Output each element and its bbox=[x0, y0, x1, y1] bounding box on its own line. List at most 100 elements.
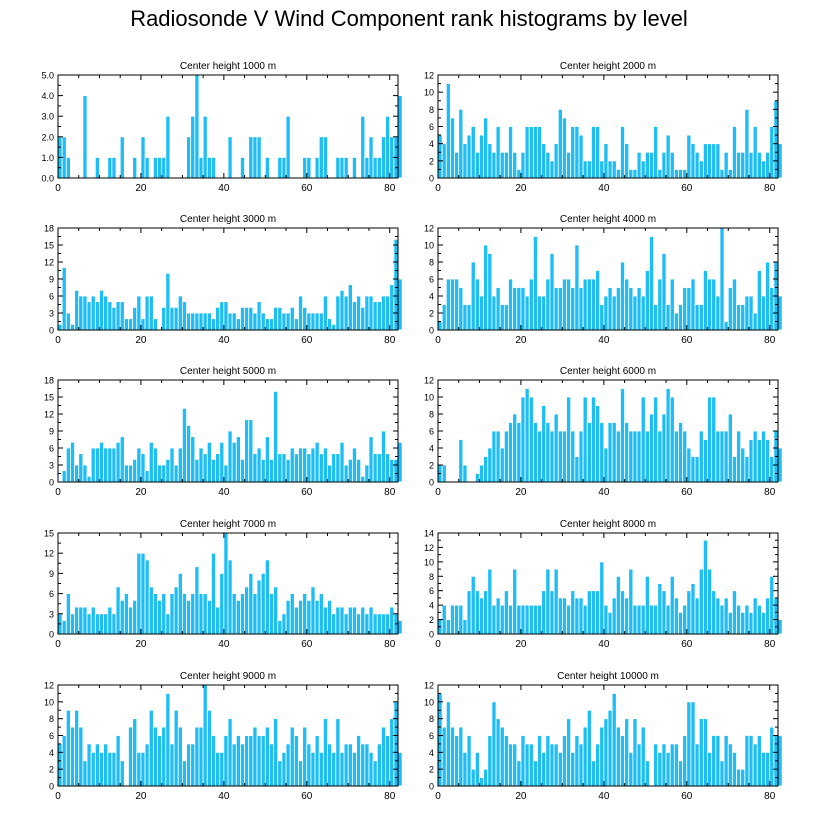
bar bbox=[264, 436, 270, 483]
y-tick-label: 18 bbox=[44, 376, 54, 386]
bar bbox=[215, 306, 221, 331]
bar bbox=[335, 156, 341, 179]
bar bbox=[240, 306, 245, 331]
x-tick-label: 60 bbox=[681, 335, 693, 346]
chart-title: Center height 5000 m bbox=[180, 366, 276, 377]
bar bbox=[136, 447, 142, 483]
bar bbox=[157, 156, 163, 179]
bar bbox=[686, 447, 692, 483]
bar bbox=[661, 743, 667, 787]
bar bbox=[499, 447, 505, 483]
bar bbox=[466, 304, 472, 331]
bar bbox=[620, 590, 625, 635]
bar bbox=[516, 287, 522, 331]
bar bbox=[615, 726, 621, 787]
x-tick-label: 80 bbox=[384, 639, 396, 650]
bar bbox=[368, 751, 374, 787]
bar bbox=[566, 278, 572, 331]
bar bbox=[269, 593, 275, 635]
bar bbox=[711, 396, 717, 483]
y-tick-label: 12 bbox=[44, 681, 54, 691]
bar bbox=[393, 238, 399, 331]
bar bbox=[152, 726, 158, 787]
bar bbox=[111, 751, 117, 787]
bar bbox=[322, 606, 328, 635]
bar bbox=[169, 447, 175, 483]
bar bbox=[669, 575, 675, 635]
bar bbox=[132, 599, 138, 635]
bar bbox=[649, 236, 655, 331]
bar bbox=[644, 760, 650, 787]
bar bbox=[437, 134, 443, 179]
bar bbox=[281, 312, 287, 331]
bar bbox=[244, 735, 250, 787]
bar bbox=[256, 301, 262, 331]
bar bbox=[119, 599, 125, 635]
bar bbox=[74, 606, 80, 635]
bar bbox=[310, 447, 316, 483]
bar bbox=[269, 743, 275, 787]
bar bbox=[248, 735, 254, 787]
bar bbox=[756, 151, 762, 179]
bar bbox=[115, 301, 121, 331]
bar bbox=[673, 430, 679, 483]
bar bbox=[372, 453, 378, 483]
bar bbox=[437, 693, 443, 787]
bar bbox=[351, 301, 357, 331]
bar bbox=[491, 604, 497, 635]
bar bbox=[532, 760, 538, 787]
bar bbox=[152, 156, 158, 179]
bar bbox=[586, 422, 592, 483]
bar bbox=[462, 751, 468, 787]
bar bbox=[731, 126, 737, 179]
bar bbox=[707, 278, 713, 331]
bar bbox=[306, 599, 312, 635]
bar bbox=[462, 304, 468, 331]
bar bbox=[173, 306, 179, 331]
chart-title: Center height 1000 m bbox=[180, 61, 276, 72]
bar bbox=[111, 306, 117, 331]
x-tick-label: 20 bbox=[135, 183, 147, 194]
bar bbox=[557, 287, 563, 331]
bar bbox=[368, 606, 374, 635]
bar bbox=[314, 599, 320, 635]
bar bbox=[343, 743, 349, 787]
x-tick-label: 80 bbox=[384, 183, 396, 194]
bar bbox=[339, 751, 345, 787]
bar bbox=[657, 751, 663, 787]
bar bbox=[524, 604, 530, 635]
bar bbox=[165, 115, 171, 179]
y-tick-label: 4 bbox=[429, 292, 434, 302]
bar bbox=[682, 604, 688, 635]
y-tick-label: 6 bbox=[429, 122, 434, 132]
x-tick-label: 0 bbox=[435, 791, 441, 802]
x-tick-label: 60 bbox=[681, 183, 693, 194]
bar bbox=[343, 613, 349, 635]
bar bbox=[632, 295, 638, 331]
y-tick-label: 12 bbox=[44, 258, 54, 268]
bar bbox=[78, 453, 84, 483]
y-tick-label: 12 bbox=[44, 410, 54, 420]
bar bbox=[748, 151, 754, 179]
bar bbox=[339, 606, 345, 635]
bar bbox=[491, 430, 497, 483]
bar bbox=[82, 95, 88, 179]
x-tick-label: 20 bbox=[515, 183, 527, 194]
bar bbox=[298, 760, 304, 787]
bar bbox=[206, 441, 212, 483]
bar bbox=[657, 583, 663, 635]
bar bbox=[331, 751, 337, 787]
bar bbox=[702, 539, 708, 635]
bar bbox=[458, 439, 464, 483]
bar bbox=[752, 597, 758, 635]
bar bbox=[314, 156, 320, 179]
bar bbox=[777, 619, 783, 635]
bar bbox=[376, 301, 382, 331]
bar bbox=[285, 458, 291, 483]
y-tick-label: 10 bbox=[424, 557, 434, 567]
bar bbox=[231, 312, 237, 331]
bar bbox=[165, 613, 171, 635]
bar bbox=[198, 156, 204, 179]
x-tick-label: 80 bbox=[764, 183, 776, 194]
bar bbox=[165, 693, 171, 787]
